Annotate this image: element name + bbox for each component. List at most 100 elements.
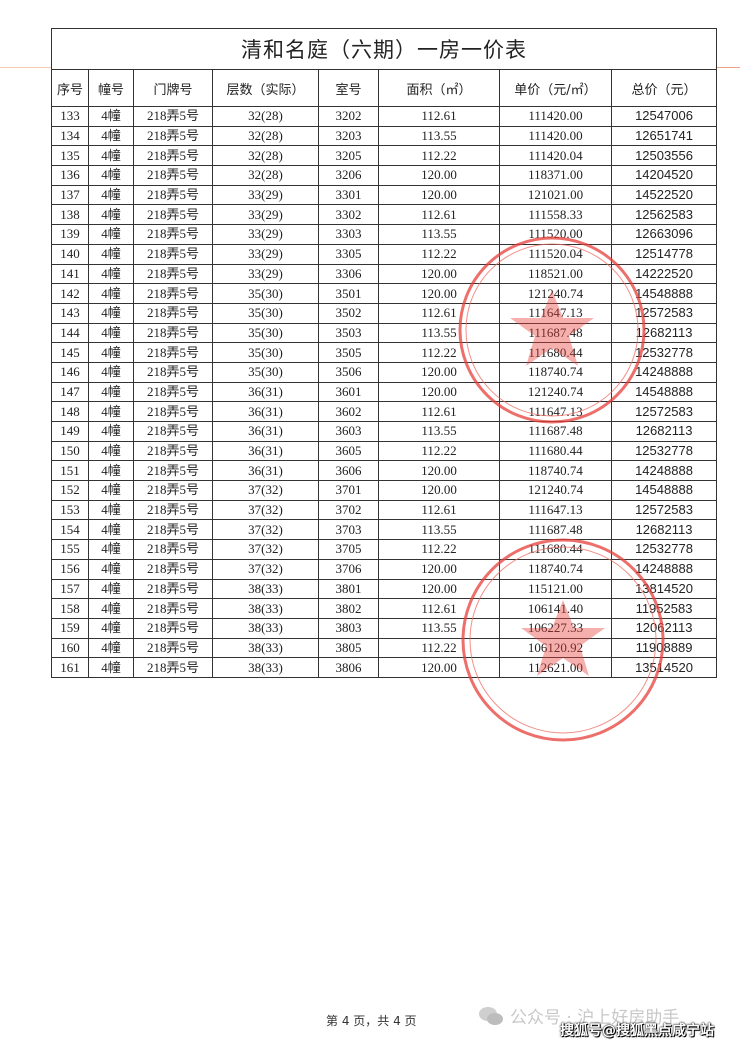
building-cell: 4幢: [88, 243, 134, 265]
total-price-cell: 12532778: [611, 440, 717, 462]
total-price-cell: 12062113: [611, 617, 717, 639]
area-cell: 120.00: [378, 558, 500, 580]
area-cell: 112.22: [378, 342, 500, 363]
building-cell: 4幢: [88, 460, 134, 482]
building-cell: 4幢: [88, 499, 134, 521]
address-cell: 218弄5号: [133, 657, 213, 678]
room-cell: 3806: [318, 657, 379, 678]
table-row: 158 4幢 218弄5号 38(33) 3802 112.61 106141.40 1195…: [51, 598, 717, 619]
floor-cell: 36(31): [212, 421, 319, 442]
room-cell: 3805: [318, 637, 379, 659]
table-row: 160 4幢 218弄5号 38(33) 3805 112.22 106120.92 1190…: [51, 637, 717, 659]
room-cell: 3606: [318, 460, 379, 482]
total-price-cell: 14248888: [611, 361, 717, 383]
building-cell: 4幢: [88, 361, 134, 383]
address-cell: 218弄5号: [133, 539, 213, 560]
area-cell: 120.00: [378, 480, 500, 501]
unit-price-cell: 118521.00: [499, 263, 612, 285]
unit-price-cell: 111520.00: [499, 224, 612, 245]
building-cell: 4幢: [88, 440, 134, 462]
column-header: 序号: [51, 69, 89, 107]
address-cell: 218弄5号: [133, 598, 213, 619]
building-cell: 4幢: [88, 263, 134, 285]
building-cell: 4幢: [88, 578, 134, 600]
total-price-cell: 11952583: [611, 598, 717, 619]
total-price-cell: 12532778: [611, 342, 717, 363]
room-cell: 3501: [318, 283, 379, 304]
address-cell: 218弄5号: [133, 342, 213, 363]
room-cell: 3705: [318, 539, 379, 560]
floor-cell: 38(33): [212, 617, 319, 639]
serial-cell: 141: [51, 263, 89, 285]
area-cell: 120.00: [378, 283, 500, 304]
building-cell: 4幢: [88, 322, 134, 344]
serial-cell: 155: [51, 539, 89, 560]
room-cell: 3205: [318, 145, 379, 167]
serial-cell: 140: [51, 243, 89, 265]
address-cell: 218弄5号: [133, 243, 213, 265]
floor-cell: 36(31): [212, 401, 319, 422]
area-cell: 120.00: [378, 184, 500, 206]
unit-price-cell: 111687.48: [499, 322, 612, 344]
document-title: 清和名庭（六期）一房一价表: [51, 28, 717, 70]
table-row: 134 4幢 218弄5号 32(28) 3203 113.55 111420.00 1265…: [51, 125, 717, 147]
total-price-cell: 12663096: [611, 224, 717, 245]
total-price-cell: 11908889: [611, 637, 717, 659]
room-cell: 3206: [318, 165, 379, 186]
room-cell: 3502: [318, 302, 379, 324]
area-cell: 120.00: [378, 361, 500, 383]
total-price-cell: 14548888: [611, 381, 717, 403]
serial-cell: 142: [51, 283, 89, 304]
column-header: 门牌号: [133, 69, 213, 107]
building-cell: 4幢: [88, 342, 134, 363]
wechat-watermark-text: 公众号 · 沪上好房助手: [510, 1008, 680, 1028]
total-price-cell: 14248888: [611, 558, 717, 580]
area-cell: 112.61: [378, 106, 500, 127]
building-cell: 4幢: [88, 480, 134, 501]
area-cell: 112.22: [378, 145, 500, 167]
wechat-icon: [479, 1006, 503, 1025]
address-cell: 218弄5号: [133, 125, 213, 147]
serial-cell: 153: [51, 499, 89, 521]
unit-price-cell: 111680.44: [499, 440, 612, 462]
floor-cell: 33(29): [212, 184, 319, 206]
building-cell: 4幢: [88, 204, 134, 226]
area-cell: 112.61: [378, 204, 500, 226]
room-cell: 3506: [318, 361, 379, 383]
room-cell: 3503: [318, 322, 379, 344]
column-header: 面积（㎡）: [378, 69, 500, 107]
total-price-cell: 12532778: [611, 539, 717, 560]
unit-price-cell: 118371.00: [499, 165, 612, 186]
area-cell: 120.00: [378, 165, 500, 186]
table-row: 140 4幢 218弄5号 33(29) 3305 112.22 111520.04 1251…: [51, 243, 717, 265]
serial-cell: 139: [51, 224, 89, 245]
unit-price-cell: 111680.44: [499, 342, 612, 363]
table-header: 序号 幢号 门牌号 层数（实际） 室号 面积（㎡） 单价（元/㎡） 总价（元）: [51, 69, 717, 107]
area-cell: 113.55: [378, 617, 500, 639]
building-cell: 4幢: [88, 283, 134, 304]
area-cell: 112.61: [378, 499, 500, 521]
building-cell: 4幢: [88, 125, 134, 147]
table-row: 156 4幢 218弄5号 37(32) 3706 120.00 118740.74 1424…: [51, 558, 717, 580]
serial-cell: 134: [51, 125, 89, 147]
total-price-cell: 14548888: [611, 283, 717, 304]
room-cell: 3701: [318, 480, 379, 501]
total-price-cell: 12682113: [611, 421, 717, 442]
table-row: 143 4幢 218弄5号 35(30) 3502 112.61 111647.13 1257…: [51, 302, 717, 324]
unit-price-cell: 111420.04: [499, 145, 612, 167]
building-cell: 4幢: [88, 598, 134, 619]
total-price-cell: 14222520: [611, 263, 717, 285]
unit-price-cell: 111687.48: [499, 519, 612, 541]
building-cell: 4幢: [88, 617, 134, 639]
room-cell: 3703: [318, 519, 379, 541]
building-cell: 4幢: [88, 539, 134, 560]
room-cell: 3706: [318, 558, 379, 580]
floor-cell: 35(30): [212, 342, 319, 363]
table-row: 139 4幢 218弄5号 33(29) 3303 113.55 111520.00 1266…: [51, 224, 717, 245]
total-price-cell: 13514520: [611, 657, 717, 678]
room-cell: 3505: [318, 342, 379, 363]
serial-cell: 136: [51, 165, 89, 186]
price-table: 清和名庭（六期）一房一价表 序号 幢号 门牌号 层数（实际） 室号 面积（㎡） 单价（元/㎡…: [51, 28, 717, 678]
total-price-cell: 12547006: [611, 106, 717, 127]
unit-price-cell: 106141.40: [499, 598, 612, 619]
